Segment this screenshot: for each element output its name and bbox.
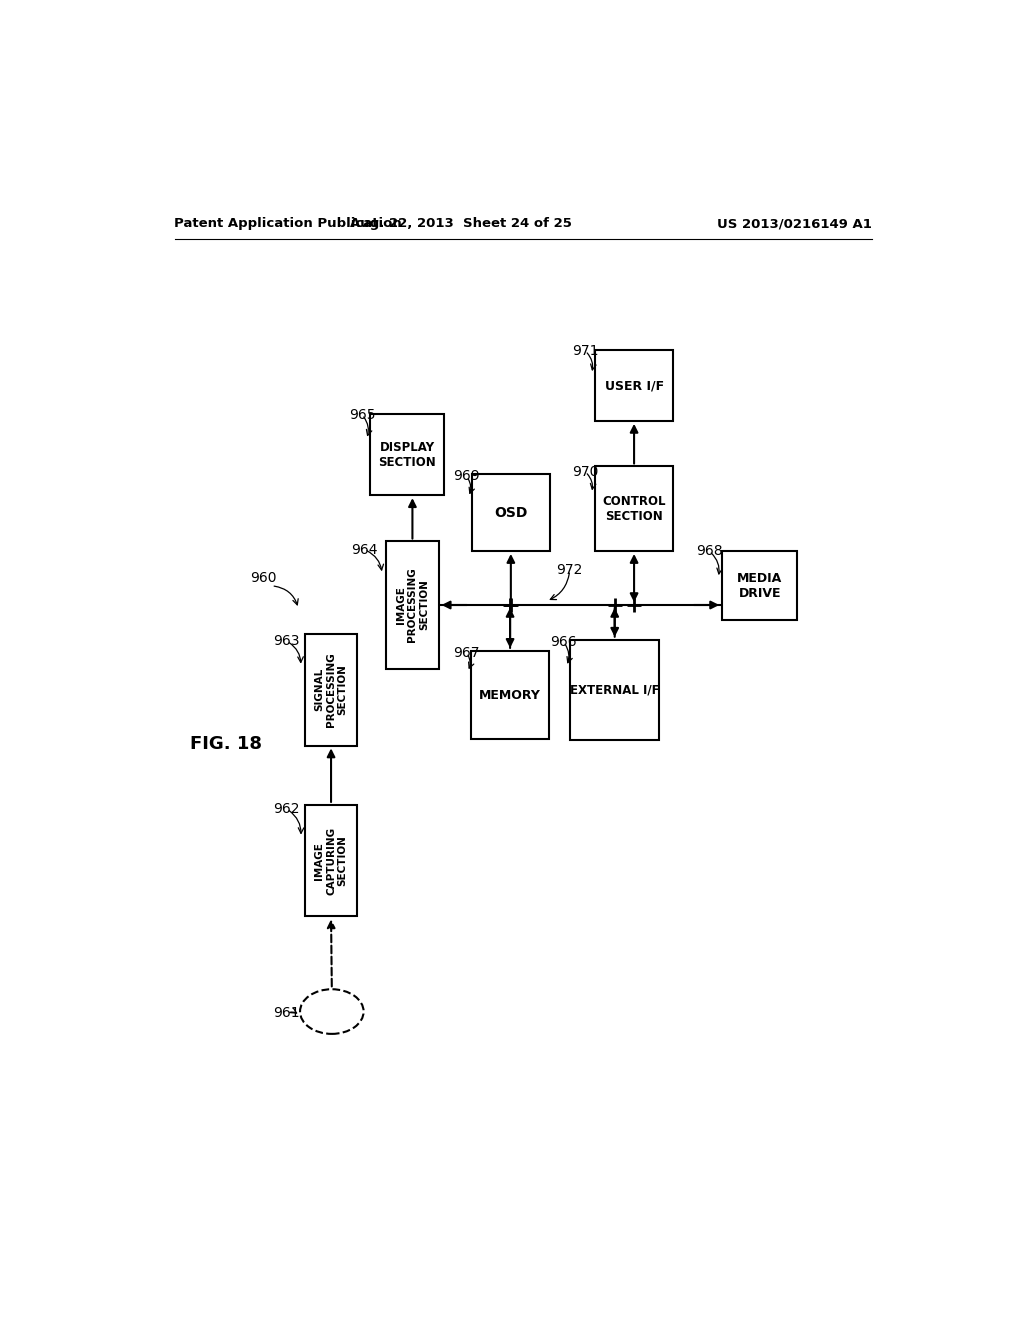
Bar [595,350,673,421]
Text: 962: 962 [273,803,300,816]
Bar [471,651,549,739]
Text: US 2013/0216149 A1: US 2013/0216149 A1 [717,218,872,231]
Text: CONTROL
SECTION: CONTROL SECTION [602,495,666,523]
Text: 969: 969 [454,470,480,483]
Text: Aug. 22, 2013  Sheet 24 of 25: Aug. 22, 2013 Sheet 24 of 25 [350,218,572,231]
Text: 971: 971 [572,345,598,358]
Ellipse shape [300,989,364,1034]
Text: 965: 965 [349,408,376,422]
Bar [570,640,659,739]
Text: MEDIA
DRIVE: MEDIA DRIVE [737,572,782,599]
Text: MEMORY: MEMORY [479,689,541,702]
Bar [371,414,443,495]
Text: IMAGE
PROCESSING
SECTION: IMAGE PROCESSING SECTION [396,568,429,643]
Text: SIGNAL
PROCESSING
SECTION: SIGNAL PROCESSING SECTION [314,652,348,727]
Text: USER I/F: USER I/F [604,379,664,392]
Bar [595,466,673,552]
Bar [305,634,357,746]
Bar [386,541,438,668]
Text: EXTERNAL I/F: EXTERNAL I/F [570,684,659,696]
Text: Patent Application Publication: Patent Application Publication [174,218,402,231]
Text: 966: 966 [550,635,577,649]
Text: 967: 967 [454,645,480,660]
Text: 960: 960 [251,572,276,585]
Text: 970: 970 [572,465,598,479]
Text: 972: 972 [557,564,583,577]
Text: 964: 964 [351,543,378,557]
Text: 968: 968 [696,544,723,558]
Text: OSD: OSD [495,506,527,520]
Bar [472,474,550,552]
Text: 963: 963 [273,634,300,648]
Bar [305,805,357,916]
Text: DISPLAY
SECTION: DISPLAY SECTION [378,441,436,469]
Bar [722,552,798,620]
Text: 961: 961 [273,1006,300,1020]
Text: FIG. 18: FIG. 18 [190,735,262,752]
Text: IMAGE
CAPTURING
SECTION: IMAGE CAPTURING SECTION [314,826,348,895]
